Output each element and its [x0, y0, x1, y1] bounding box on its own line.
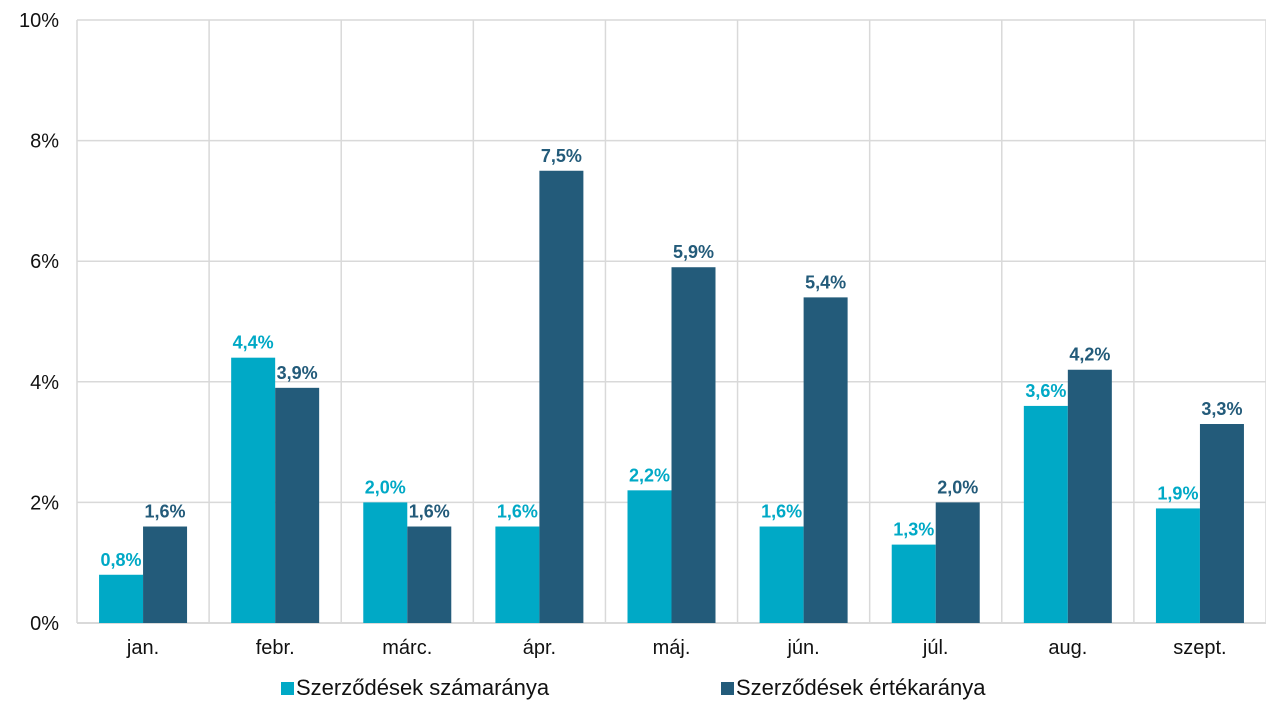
data-label: 1,9%: [1157, 483, 1198, 503]
data-label: 2,0%: [365, 477, 406, 497]
x-tick-label: febr.: [256, 637, 295, 659]
legend-swatch: [281, 682, 294, 695]
data-label: 1,6%: [497, 502, 538, 522]
bar-ertekarany: [275, 387, 320, 623]
data-label: 1,6%: [761, 502, 802, 522]
bar-ertekarany: [143, 526, 188, 623]
data-label: 4,2%: [1069, 345, 1110, 365]
y-tick-label: 4%: [30, 372, 59, 394]
bar-szamarany: [231, 357, 276, 623]
data-labels: 0,8%1,6%4,4%3,9%2,0%1,6% 1,6%7,5%2,2%5,9%…: [101, 146, 1243, 570]
bar-ertekarany: [671, 267, 716, 623]
y-tick-label: 6%: [30, 251, 59, 273]
bar-szamarany: [1155, 508, 1200, 623]
data-label: 2,0%: [937, 477, 978, 497]
data-label: 3,9%: [277, 363, 318, 383]
bar-szamarany: [99, 574, 144, 623]
data-label: 1,3%: [893, 520, 934, 540]
legend: Szerződések számaránya Szerződések értéka…: [281, 675, 986, 700]
x-tick-label: márc.: [382, 637, 432, 659]
legend-label: Szerződések értékaránya: [736, 675, 986, 700]
bar-ertekarany: [803, 297, 848, 623]
data-label: 5,9%: [673, 242, 714, 262]
bar-szamarany: [891, 544, 936, 623]
bar-szamarany: [759, 526, 804, 623]
legend-swatch: [721, 682, 734, 695]
x-tick-label: ápr.: [523, 637, 556, 659]
bars: [99, 170, 1244, 623]
bar-szamarany: [363, 502, 408, 623]
data-label: 7,5%: [541, 146, 582, 166]
y-axis-ticks: 0% 2% 4% 6% 8% 10%: [19, 10, 59, 635]
y-tick-label: 0%: [30, 613, 59, 635]
data-label: 3,6%: [1025, 381, 1066, 401]
x-tick-label: jún.: [786, 637, 819, 659]
x-axis-categories: jan. febr. márc. ápr. máj. jún. júl. aug. szept.: [126, 637, 1227, 659]
x-tick-label: aug.: [1048, 637, 1087, 659]
bar-ertekarany: [407, 526, 452, 623]
bar-ertekarany: [935, 502, 980, 623]
x-tick-label: máj.: [653, 637, 691, 659]
y-tick-label: 8%: [30, 131, 59, 153]
data-label: 1,6%: [409, 502, 450, 522]
y-tick-label: 2%: [30, 492, 59, 514]
bar-ertekarany: [539, 170, 584, 623]
x-tick-label: jan.: [126, 637, 159, 659]
legend-label: Szerződések számaránya: [296, 675, 550, 700]
bar-szamarany: [495, 526, 540, 623]
data-label: 1,6%: [145, 502, 186, 522]
bar-szamarany: [1023, 405, 1068, 623]
y-tick-label: 10%: [19, 10, 59, 32]
x-tick-label: júl.: [922, 637, 949, 659]
x-tick-label: szept.: [1173, 637, 1226, 659]
data-label: 3,3%: [1201, 399, 1242, 419]
bar-szamarany: [627, 490, 672, 623]
bar-ertekarany: [1199, 424, 1244, 623]
data-label: 2,2%: [629, 465, 670, 485]
data-label: 5,4%: [805, 272, 846, 292]
data-label: 0,8%: [101, 550, 142, 570]
bar-ertekarany: [1067, 369, 1112, 623]
data-label: 4,4%: [233, 333, 274, 353]
